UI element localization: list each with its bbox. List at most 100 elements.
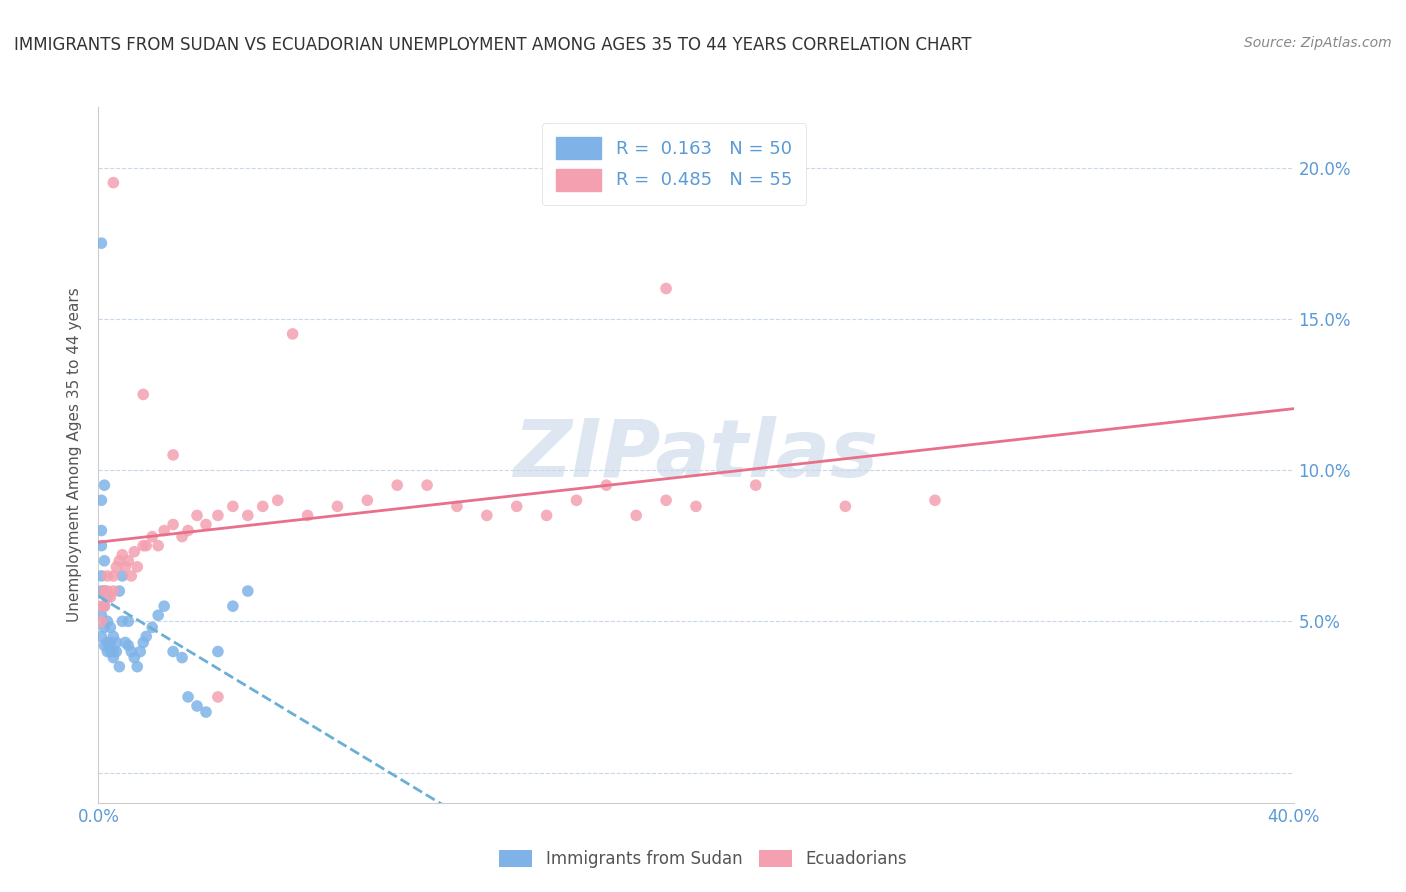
Point: [236, 508, 259, 523]
Point: [655, 493, 678, 508]
Point: [416, 478, 439, 492]
Point: [267, 493, 290, 508]
Point: [236, 584, 259, 599]
Point: [132, 387, 155, 401]
Point: [834, 500, 856, 514]
Point: [105, 559, 128, 574]
Point: [120, 644, 142, 658]
Point: [108, 554, 131, 568]
Point: [90, 493, 112, 508]
Point: [162, 517, 184, 532]
Point: [100, 590, 122, 604]
Point: [685, 500, 707, 514]
Point: [281, 326, 304, 341]
Point: [207, 508, 229, 523]
Point: [153, 524, 176, 538]
Point: [626, 508, 648, 523]
Point: [103, 176, 125, 190]
Point: [124, 650, 146, 665]
Point: [186, 698, 208, 713]
Point: [162, 644, 184, 658]
Legend: Immigrants from Sudan, Ecuadorians: Immigrants from Sudan, Ecuadorians: [492, 843, 914, 875]
Point: [111, 569, 134, 583]
Point: [103, 569, 125, 583]
Point: [565, 493, 588, 508]
Point: [108, 584, 131, 599]
Point: [114, 635, 136, 649]
Point: [127, 659, 149, 673]
Point: [103, 644, 125, 658]
Point: [252, 500, 274, 514]
Point: [100, 635, 122, 649]
Point: [93, 639, 115, 653]
Point: [117, 554, 139, 568]
Point: [96, 635, 118, 649]
Point: [132, 539, 155, 553]
Point: [90, 236, 112, 251]
Point: [90, 629, 112, 643]
Point: [162, 448, 184, 462]
Point: [103, 584, 125, 599]
Point: [506, 500, 529, 514]
Point: [446, 500, 468, 514]
Point: [90, 608, 112, 623]
Point: [111, 548, 134, 562]
Point: [93, 599, 115, 614]
Point: [172, 530, 194, 544]
Point: [186, 508, 208, 523]
Point: [117, 639, 139, 653]
Text: Source: ZipAtlas.com: Source: ZipAtlas.com: [1244, 36, 1392, 50]
Point: [120, 569, 142, 583]
Point: [745, 478, 768, 492]
Point: [141, 620, 163, 634]
Point: [536, 508, 558, 523]
Y-axis label: Unemployment Among Ages 35 to 44 years: Unemployment Among Ages 35 to 44 years: [67, 287, 83, 623]
Point: [141, 530, 163, 544]
Point: [195, 517, 218, 532]
Point: [90, 569, 112, 583]
Point: [96, 569, 118, 583]
Point: [117, 615, 139, 629]
Text: ZIPatlas: ZIPatlas: [513, 416, 879, 494]
Point: [207, 690, 229, 704]
Point: [103, 629, 125, 643]
Point: [177, 524, 200, 538]
Point: [326, 500, 349, 514]
Point: [195, 705, 218, 719]
Point: [96, 644, 118, 658]
Point: [114, 559, 136, 574]
Point: [595, 478, 617, 492]
Text: IMMIGRANTS FROM SUDAN VS ECUADORIAN UNEMPLOYMENT AMONG AGES 35 TO 44 YEARS CORRE: IMMIGRANTS FROM SUDAN VS ECUADORIAN UNEM…: [14, 36, 972, 54]
Point: [103, 650, 125, 665]
Point: [132, 635, 155, 649]
Point: [297, 508, 319, 523]
Point: [127, 559, 149, 574]
Point: [172, 650, 194, 665]
Legend: R =  0.163   N = 50, R =  0.485   N = 55: R = 0.163 N = 50, R = 0.485 N = 55: [541, 123, 807, 205]
Point: [148, 608, 170, 623]
Point: [177, 690, 200, 704]
Point: [924, 493, 946, 508]
Point: [222, 500, 245, 514]
Point: [135, 539, 157, 553]
Point: [100, 620, 122, 634]
Point: [100, 644, 122, 658]
Point: [105, 644, 128, 658]
Point: [207, 644, 229, 658]
Point: [222, 599, 245, 614]
Point: [93, 584, 115, 599]
Point: [105, 635, 128, 649]
Point: [90, 539, 112, 553]
Point: [153, 599, 176, 614]
Point: [90, 599, 112, 614]
Point: [655, 281, 678, 295]
Point: [90, 584, 112, 599]
Point: [148, 539, 170, 553]
Point: [108, 659, 131, 673]
Point: [475, 508, 498, 523]
Point: [96, 584, 118, 599]
Point: [385, 478, 409, 492]
Point: [93, 599, 115, 614]
Point: [356, 493, 378, 508]
Point: [93, 478, 115, 492]
